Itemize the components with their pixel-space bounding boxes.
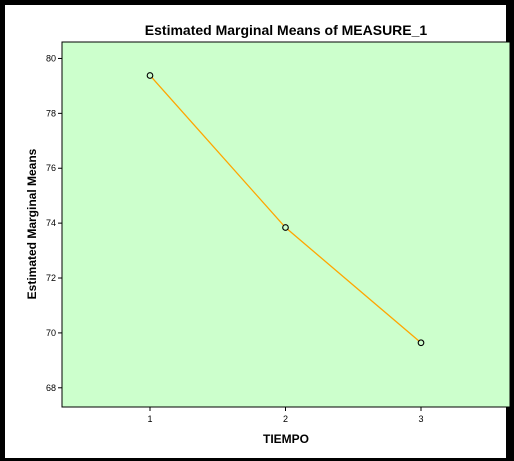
x-axis-ticks: 1 2 3 [147,407,424,424]
chart-title: Estimated Marginal Means of MEASURE_1 [145,22,428,38]
data-point [282,224,289,231]
y-tick-label: 76 [46,163,56,173]
x-tick-label: 1 [147,414,152,424]
y-tick-label: 70 [46,328,56,338]
y-tick-label: 78 [46,108,56,118]
y-axis-label: Estimated Marginal Means [25,148,39,299]
y-tick-label: 80 [46,53,56,63]
x-tick-label: 3 [418,414,423,424]
data-point [146,72,154,79]
x-axis-label: TIEMPO [263,432,309,446]
y-tick-label: 72 [46,273,56,283]
y-tick-label: 68 [46,383,56,393]
x-tick-label: 2 [283,414,288,424]
data-point [417,339,425,347]
y-axis-ticks: 68 70 72 74 76 78 80 [46,53,62,393]
series-layer [146,72,425,347]
y-tick-label: 74 [46,218,56,228]
